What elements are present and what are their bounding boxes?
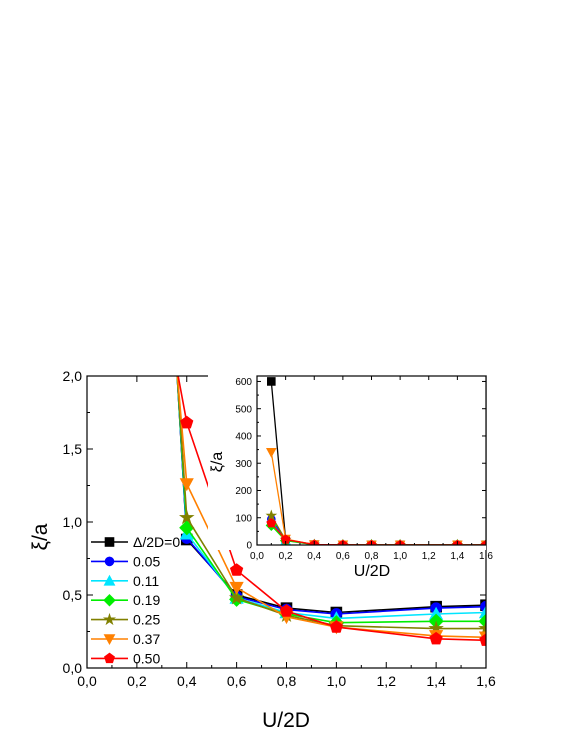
main-x-tick-label: 1,4: [426, 673, 446, 689]
main-legend: Δ/2D=0 0.05 0.11 0.19 0.25 0.37 0.50: [91, 534, 180, 666]
main-x-tick-label: 1,2: [377, 673, 397, 689]
main-series-layer: [176, 376, 486, 646]
inset-y-tick-label: 400: [235, 432, 252, 443]
inset-x-tick-label: 0,2: [279, 551, 293, 562]
main-data-point: [329, 620, 344, 633]
main-series-7: [177, 376, 486, 646]
inset-x-axis-label: U/2D: [354, 563, 390, 580]
inset-y-tick-label: 500: [235, 404, 252, 415]
main-data-point: [229, 563, 244, 576]
legend-label: 0.05: [133, 553, 160, 569]
main-data-point: [179, 520, 195, 536]
legend-item: 0.05: [91, 553, 160, 569]
legend-item: 0.50: [91, 650, 160, 666]
main-x-tick-label: 0,6: [227, 673, 247, 689]
legend-marker: [103, 574, 116, 586]
inset-y-tick-label: 300: [235, 459, 252, 470]
inset-y-tick-label: 100: [235, 513, 252, 524]
inset-y-tick-label: 0: [246, 541, 252, 552]
main-y-tick-label: 0,5: [63, 587, 83, 603]
inset-x-tick-label: 0,6: [336, 551, 350, 562]
main-data-point: [228, 589, 245, 605]
main-y-tick-label: 2,0: [63, 368, 83, 384]
inset-data-point: [481, 539, 486, 545]
inset-y-tick-label: 200: [235, 486, 252, 497]
inset-x-tick-label: 0,8: [365, 551, 379, 562]
main-y-tick-label: 1,5: [63, 441, 83, 457]
inset-x-tick-label: 1,6: [479, 551, 493, 562]
inset-axes: 0,0 0,2 0,4 0,6 0,8 1,0 1,2 1,4 1,6 0 100 200 300 400…: [235, 375, 493, 562]
legend-label: 0.25: [133, 612, 160, 628]
inset-x-tick-label: 1,4: [450, 551, 464, 562]
legend-label: Δ/2D=0: [133, 534, 180, 550]
main-data-point: [279, 604, 294, 617]
main-x-tick-label: 0,4: [177, 673, 197, 689]
main-data-point: [478, 613, 486, 629]
main-y-tick-label: 1,0: [63, 514, 83, 530]
inset-x-tick-label: 1,2: [422, 551, 436, 562]
main-data-point: [178, 509, 195, 525]
legend-label: 0.50: [133, 650, 160, 666]
main-data-point: [429, 631, 443, 645]
main-x-tick-label: 0,8: [277, 673, 297, 689]
legend-item: 0.11: [91, 573, 159, 589]
legend-label: 0.37: [133, 631, 160, 647]
inset-y-tick-label: 600: [235, 377, 252, 388]
main-data-point: [478, 620, 486, 636]
main-data-point: [179, 478, 194, 492]
legend-label: 0.19: [133, 592, 160, 608]
main-plot-area: [176, 376, 486, 646]
inset-background: [208, 374, 486, 550]
main-data-point: [180, 415, 194, 429]
main-data-point: [478, 605, 486, 619]
legend-marker: [103, 634, 116, 646]
main-x-tick-label: 0,0: [77, 673, 97, 689]
inset-x-tick-label: 0,4: [307, 551, 321, 562]
inset-x-tick-label: 1,0: [393, 551, 407, 562]
main-y-axis-label: ξ/a: [29, 523, 52, 550]
main-y-tick-label: 0,0: [63, 660, 83, 676]
main-x-tick-label: 1,0: [327, 673, 347, 689]
inset-y-axis-label: ξ/a: [209, 452, 226, 473]
legend-marker: [104, 537, 115, 547]
inset-data-point: [265, 509, 278, 521]
legend-item: 0.19: [91, 592, 160, 608]
main-x-tick-label: 0,2: [127, 673, 147, 689]
legend-marker: [102, 612, 117, 626]
legend-marker: [104, 556, 115, 567]
inset-data-point: [266, 518, 277, 528]
legend-item: 0.37: [91, 631, 160, 647]
inset-x-tick-label: 0,0: [250, 551, 264, 562]
main-data-point: [229, 581, 244, 595]
legend-marker: [103, 593, 116, 607]
inset-data-point: [267, 377, 276, 386]
legend-marker: [104, 652, 115, 664]
main-x-axis-label: U/2D: [262, 709, 310, 732]
inset-data-point: [265, 447, 277, 458]
legend-item: 0.25: [91, 612, 160, 628]
legend-label: 0.11: [133, 573, 159, 589]
main-x-tick-label: 1,6: [476, 673, 496, 689]
legend-item: Δ/2D=0: [91, 534, 180, 550]
main-data-point: [479, 633, 486, 646]
main-chart: 0,0 0,2 0,4 0,6 0,8 1,0 1,2 1,4 1,6 0,0 0,5 1,0 1,5 2…: [29, 368, 496, 732]
inset-chart: 0,0 0,2 0,4 0,6 0,8 1,0 1,2 1,4 1,6 0 100 200 300 400…: [208, 374, 493, 580]
